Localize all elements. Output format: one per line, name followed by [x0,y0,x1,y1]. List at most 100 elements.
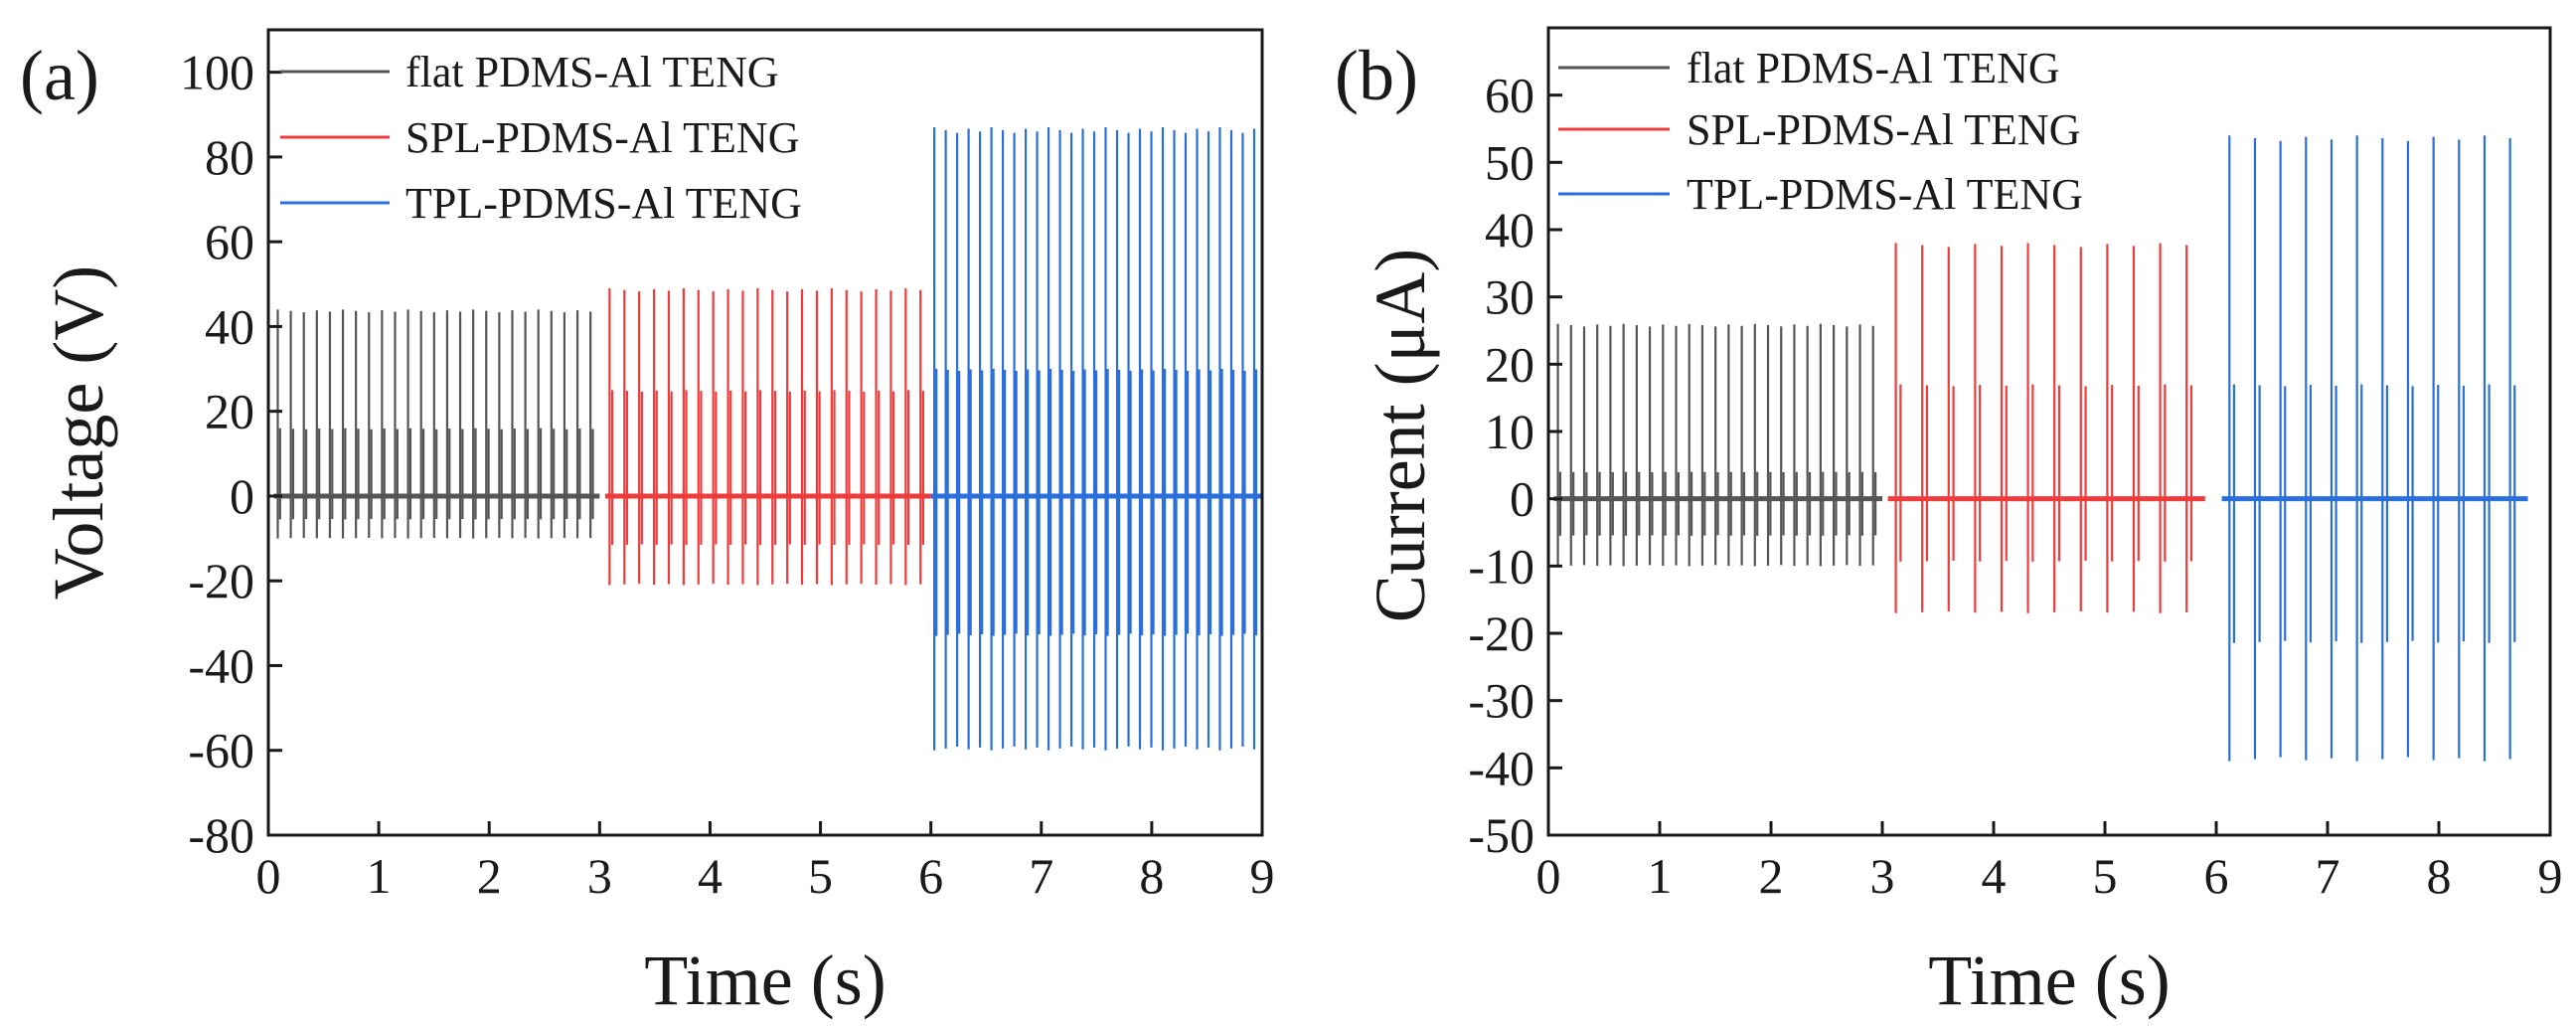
panel-a-series-0-pulse [537,309,543,539]
panel-a-series-2-pulse [967,128,972,750]
panel-a-series-1-pulse [786,291,791,585]
panel-a-series-2-pulse [1184,132,1190,747]
panel-b-series-1-pulse [1974,244,1982,613]
panel-a-series-2-pulse [1173,129,1178,749]
panel-a-series-0-pulse [381,310,386,539]
panel-b-x-tick-label: 8 [2427,848,2452,904]
panel-a-series [273,127,1262,751]
panel-a-y-tick-label: 60 [205,214,254,269]
panel-a-series-1-pulse [652,288,658,586]
panel-a-series-1-pulse [712,291,718,585]
panel-b-series-2-pulse [2330,139,2337,759]
panel-a-series-1-pulse [756,288,762,586]
panel-a-series-2 [930,127,1262,751]
panel-a-series-2-pulse [978,131,984,748]
panel-b-series-2-pulse [2228,135,2236,762]
panel-a-series-2-pulse [933,127,938,751]
panel-a-series-2-pulse [1104,127,1109,751]
panel-b-series-1 [1887,243,2205,613]
panel-a-series-2-pulse [1024,128,1030,750]
panel-b-y-tick-label: -40 [1468,740,1534,795]
panel-b-series-0-pulse [1688,323,1693,567]
panel-a-y-tick-label: 100 [180,45,254,100]
panel-b-y-tick-label: 0 [1510,471,1534,527]
panel-a-series-1-pulse [667,290,673,585]
panel-a-series-2-pulse [1069,132,1075,747]
panel-b-series-0-pulse [1819,323,1825,567]
panel-a-series-1-pulse [830,288,836,586]
panel-b-series-1-pulse [2026,243,2034,613]
panel-a-series-2-pulse [1046,127,1052,751]
panel-a-y-tick-label: -60 [188,723,254,778]
panel-a-series-1-pulse [623,289,629,585]
panel-b-y-tick-label: -20 [1468,605,1534,661]
panel-b-series-2-pulse [2355,135,2363,762]
panel-a-series-0-pulse [328,311,334,539]
panel-a-series-2-pulse [1207,131,1212,748]
panel-a-x-axis-title: Time (s) [644,941,886,1020]
panel-a-series-0-pulse [276,309,281,539]
panel-a-series-1-pulse [638,291,643,585]
panel-b-x-tick-label: 5 [2093,848,2118,904]
panel-b-x-tick-label: 3 [1870,848,1895,904]
panel-b-y-tick-label: 20 [1485,336,1534,392]
panel-b-series-0-pulse [1662,324,1667,567]
panel-b-series-0-pulse [1596,324,1601,567]
panel-b-series-0-pulse [1556,323,1562,567]
panel-b-x-tick-label: 4 [1982,848,2007,904]
panel-a-series-0-pulse [341,309,347,539]
panel-b-legend-spl: SPL-PDMS-Al TENG [1687,105,2080,154]
panel-a-y-tick-label: 80 [205,129,254,185]
panel-b-current-chart: (b) 0 1 2 3 4 5 6 7 8 9 -50 -40 -30 -20 -10 0 10 20 30 40 50… [1335,26,2563,1020]
panel-b-y-tick-label: -50 [1468,807,1534,863]
panel-b-series-2-pulse [2279,140,2287,758]
panel-a-legend: flat PDMS-Al TENG SPL-PDMS-Al TENG TPL-P… [280,48,802,228]
panel-b-series-2-pulse [2508,138,2516,760]
panel-b-series-2-pulse [2458,139,2466,759]
panel-a-series-0-pulse [511,310,516,539]
panel-a-series-0-pulse [589,311,594,539]
panel-a-series-0-pulse [445,310,451,539]
panel-a-series-0-pulse [315,310,321,539]
panel-b-ticks: 0 1 2 3 4 5 6 7 8 9 -50 -40 -30 -20 -10 0 10 20 30 40 50 60 [1468,68,2562,904]
panel-a-series-0-pulse [302,312,308,538]
panel-a-y-tick-label: -80 [188,807,254,863]
panel-a-series-1-pulse [697,289,703,585]
panel-a-x-tick-label: 9 [1250,848,1275,904]
panel-b-series-2-pulse [2483,135,2491,762]
panel-b-series-0-pulse [1806,325,1812,566]
panel-b-y-tick-label: 30 [1485,269,1534,325]
panel-a-series-0 [273,309,600,539]
panel-b-series-2-pulse [2253,138,2261,760]
panel-b-series-2-pulse [2432,136,2440,761]
panel-b-x-tick-label: 2 [1759,848,1784,904]
panel-b-series-2-pulse [2406,140,2414,758]
panel-b-series-0-pulse [1648,326,1654,566]
panel-a-x-tick-label: 2 [477,848,502,904]
panel-a-series-2-pulse [990,127,995,751]
panel-b-series-1-pulse [2000,246,2008,612]
panel-a-series-2-pulse [944,129,949,749]
panel-b-series-2-pulse [2381,138,2389,760]
panel-b-series-0-pulse [1871,325,1877,566]
panel-a-series-1-pulse [889,290,895,585]
panel-a-plot-frame [266,28,1264,837]
panel-b-series-0-pulse [1622,323,1628,567]
panel-b-legend: flat PDMS-Al TENG SPL-PDMS-Al TENG TPL-P… [1558,44,2083,219]
panel-b-series-0-pulse [1635,325,1641,566]
panel-a-y-tick-label: 0 [230,468,254,524]
panel-a-x-tick-label: 1 [367,848,392,904]
panel-a-series-1-pulse [919,289,925,585]
panel-a-series-1-pulse [608,288,614,586]
panel-a-series-0-pulse [406,309,412,539]
panel-a-x-tick-label: 5 [808,848,833,904]
panel-b-series-0-pulse [1582,326,1588,566]
panel-a-series-1-pulse [860,291,866,585]
panel-a-series-1-pulse [741,290,747,585]
panel-a-series-1-pulse [682,288,688,586]
panel-a-y-tick-label: 40 [205,298,254,354]
panel-b-series-0-pulse [1609,325,1614,566]
panel-a-series-2-pulse [1013,132,1018,747]
panel-b-y-tick-label: 40 [1485,202,1534,257]
